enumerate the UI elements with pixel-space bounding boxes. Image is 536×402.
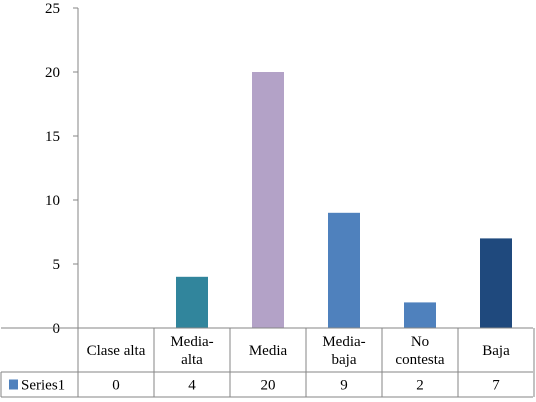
category-label-line: contesta [395, 352, 444, 368]
value-label: 4 [188, 378, 196, 394]
category-label: Baja [482, 343, 510, 359]
category-label-line: baja [332, 352, 357, 368]
legend-key [9, 379, 18, 390]
y-tick-label: 0 [53, 321, 61, 337]
category-label-line: No [411, 334, 429, 350]
y-tick-label: 20 [45, 65, 60, 81]
category-label-line: Media [249, 343, 288, 359]
category-label-line: Baja [482, 343, 510, 359]
value-label: 2 [416, 378, 424, 394]
category-label-line: alta [181, 352, 203, 368]
bar [252, 72, 284, 328]
bar [176, 276, 208, 328]
y-axis: 0 5 10 15 20 25 [45, 1, 79, 337]
series-name: Series1 [21, 378, 65, 394]
bar [404, 302, 436, 328]
category-label-line: Media- [170, 334, 213, 350]
y-tick-label: 15 [45, 129, 60, 145]
y-tick-label: 25 [45, 1, 60, 17]
y-tick-label: 10 [45, 193, 60, 209]
value-label: 7 [492, 378, 500, 394]
plot-area [176, 72, 512, 328]
category-label-line: Media- [322, 334, 365, 350]
category-label-line: Clase alta [87, 343, 146, 359]
data-table: Clase alta Media-alta Media Media-baja No con… [0, 327, 535, 398]
value-label: 9 [340, 378, 348, 394]
value-label: 20 [261, 378, 276, 394]
y-tick-label: 5 [53, 257, 61, 273]
bar [328, 212, 360, 328]
category-label: Media-baja [322, 334, 365, 368]
category-label: No contesta [395, 334, 444, 368]
bar [480, 238, 512, 328]
category-label: Media [249, 343, 288, 359]
category-label: Clase alta [87, 343, 146, 359]
value-label: 0 [112, 378, 120, 394]
category-label: Media-alta [170, 334, 213, 368]
